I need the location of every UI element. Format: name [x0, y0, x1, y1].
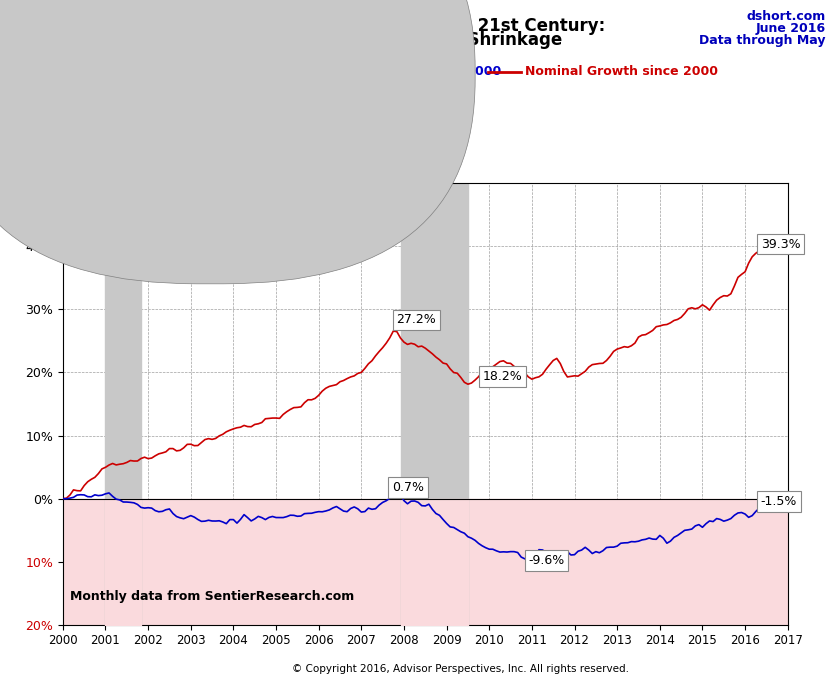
Text: -1.5%: -1.5%: [761, 495, 797, 508]
Text: Nominal Growth since 2000: Nominal Growth since 2000: [525, 65, 718, 79]
Bar: [106, 183, 141, 625]
Text: 39.3%: 39.3%: [761, 238, 800, 251]
Text: dshort.com: dshort.com: [746, 10, 825, 23]
Text: Data through May: Data through May: [699, 34, 825, 47]
Text: Median Household Income in the 21st Century:: Median Household Income in the 21st Cent…: [165, 17, 606, 35]
Text: 27.2%: 27.2%: [396, 313, 436, 327]
Bar: [401, 183, 468, 625]
Text: Monthly data from SentierResearch.com: Monthly data from SentierResearch.com: [70, 589, 354, 603]
Text: *Real household  income is inflation adjusted
using  the Consumer Price Index: *Real household income is inflation adju…: [65, 190, 331, 218]
Text: Nominal  Growth and Real* Shrinkage: Nominal Growth and Real* Shrinkage: [209, 31, 562, 49]
Text: 18.2%: 18.2%: [483, 370, 523, 383]
Text: June 2016: June 2016: [755, 22, 825, 35]
Text: © Copyright 2016, Advisor Perspectives, Inc. All rights reserved.: © Copyright 2016, Advisor Perspectives, …: [292, 663, 629, 674]
Text: -9.6%: -9.6%: [529, 554, 565, 567]
Text: Recessions: Recessions: [228, 65, 297, 79]
Text: 0.7%: 0.7%: [392, 481, 424, 494]
Text: Real Growth since 2000: Real Growth since 2000: [335, 65, 501, 79]
